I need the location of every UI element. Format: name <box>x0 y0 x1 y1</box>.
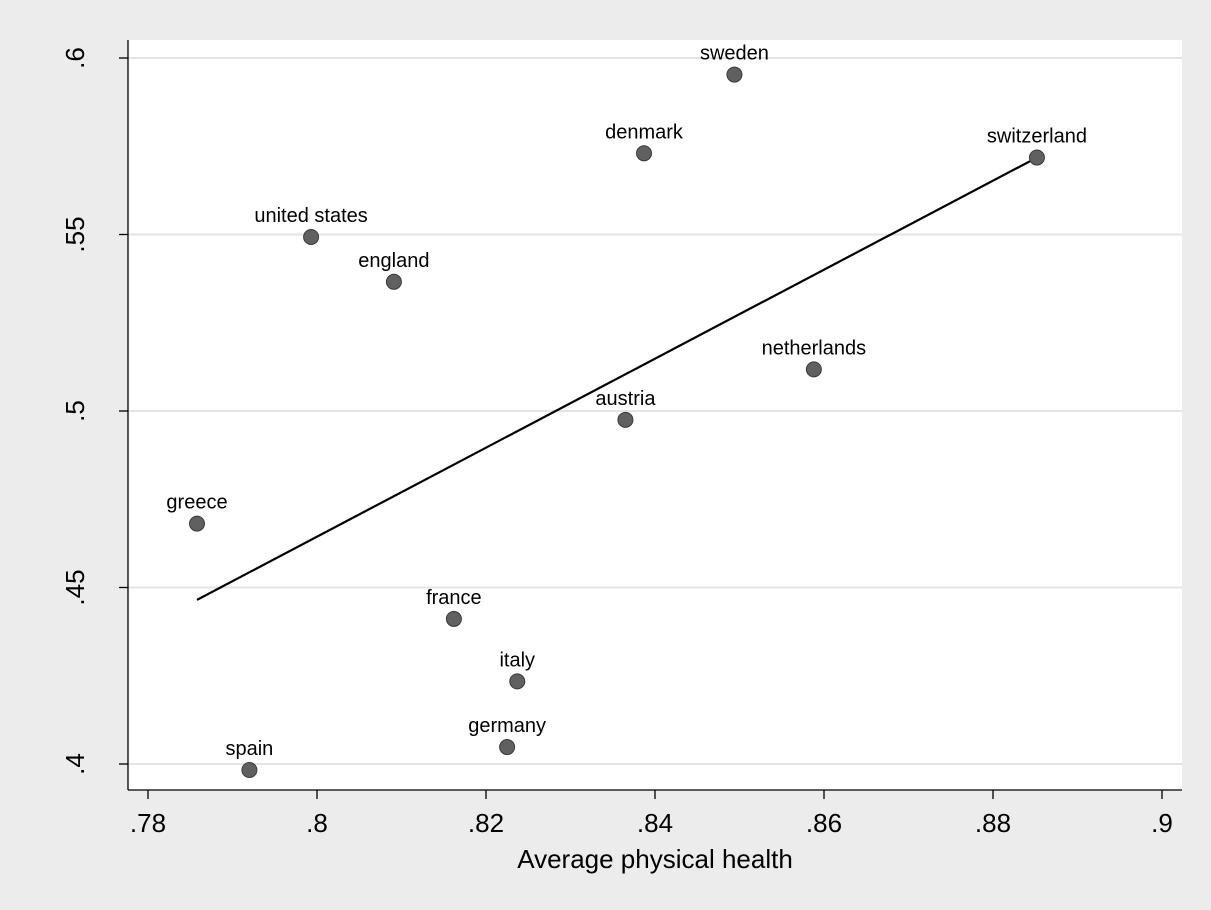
point-label: sweden <box>700 43 769 65</box>
x-tick-label: .78 <box>130 808 166 838</box>
data-point <box>189 515 206 532</box>
x-tick-label: .9 <box>1151 808 1173 838</box>
point-label: switzerland <box>987 126 1087 148</box>
data-point <box>303 228 320 245</box>
point-label: greece <box>166 492 227 514</box>
point-label: austria <box>595 388 656 410</box>
data-points: sweden denmark switzerland united states eng… <box>166 43 1087 779</box>
x-tick-label: .84 <box>637 808 673 838</box>
data-point <box>636 145 653 162</box>
data-point <box>499 739 516 756</box>
point-label: spain <box>225 738 273 760</box>
y-tick-label: .5 <box>60 400 90 422</box>
point-label: united states <box>254 205 367 227</box>
y-tick-label: .45 <box>60 569 90 605</box>
point-label: france <box>426 587 482 609</box>
y-tick-label: .4 <box>60 753 90 775</box>
y-tick-label: .6 <box>60 47 90 69</box>
data-point <box>726 66 743 83</box>
point-label: netherlands <box>762 337 867 359</box>
data-point <box>509 673 526 690</box>
data-point <box>805 361 822 378</box>
fit-line-group <box>196 156 1038 601</box>
data-point <box>617 411 634 428</box>
data-point <box>385 273 402 290</box>
x-tick-label: .86 <box>806 808 842 838</box>
point-label: england <box>358 250 429 272</box>
data-point <box>1028 149 1045 166</box>
x-ticks: .78 .8 .82 .84 .86 .88 .9 <box>130 790 1173 838</box>
data-point <box>445 610 462 627</box>
x-tick-label: .88 <box>975 808 1011 838</box>
point-label: germany <box>468 715 546 737</box>
y-tick-label: .55 <box>60 216 90 252</box>
x-tick-label: .8 <box>306 808 328 838</box>
x-tick-label: .82 <box>468 808 504 838</box>
x-axis-label: Average physical health <box>517 844 793 874</box>
y-ticks: .4 .45 .5 .55 .6 <box>60 47 128 775</box>
plot-area <box>128 40 1182 790</box>
data-point <box>241 762 258 779</box>
point-label: italy <box>499 649 535 671</box>
point-label: denmark <box>605 121 684 143</box>
fit-line <box>196 156 1038 601</box>
